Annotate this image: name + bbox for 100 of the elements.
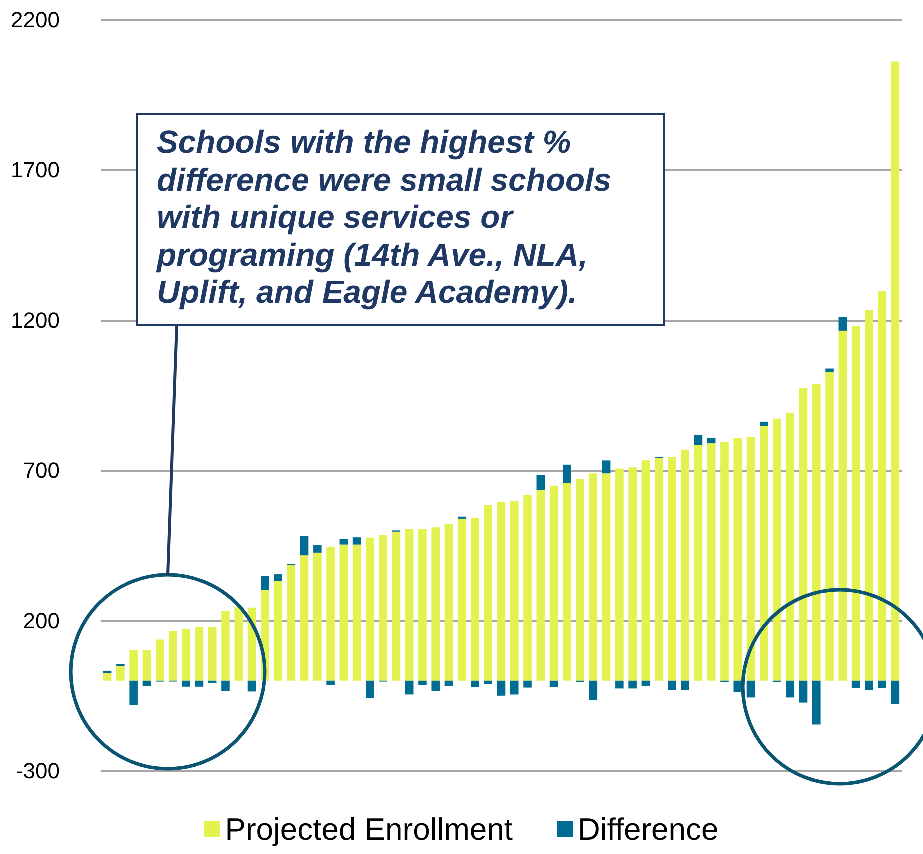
bar xyxy=(891,680,900,704)
bar xyxy=(524,680,532,688)
bar xyxy=(720,442,729,681)
bar xyxy=(616,680,624,689)
y-tick-label: 700 xyxy=(23,458,60,484)
bar xyxy=(432,528,440,681)
y-tick-label: 200 xyxy=(23,608,60,634)
bar xyxy=(707,444,716,681)
bar xyxy=(681,680,690,690)
bar xyxy=(366,538,374,681)
bar xyxy=(616,468,624,681)
bar xyxy=(103,670,112,674)
bar xyxy=(878,680,886,688)
bar xyxy=(773,418,782,681)
bar xyxy=(130,650,138,681)
bar xyxy=(642,460,650,681)
y-tick-label: 1200 xyxy=(11,308,60,333)
bar xyxy=(248,680,256,692)
bar xyxy=(352,538,362,545)
bar xyxy=(208,627,217,681)
bar xyxy=(891,62,900,681)
bar xyxy=(195,627,204,681)
bar xyxy=(826,368,834,372)
bar xyxy=(799,388,808,681)
bar xyxy=(628,680,637,689)
bar xyxy=(707,438,716,444)
bar xyxy=(510,680,519,695)
bar xyxy=(326,680,335,686)
bar xyxy=(142,680,152,686)
bar xyxy=(812,384,821,681)
bar xyxy=(760,426,768,681)
bar xyxy=(300,536,309,556)
bar xyxy=(352,544,362,681)
bar xyxy=(838,330,848,681)
y-tick-label: 1700 xyxy=(11,158,60,183)
bar xyxy=(786,680,795,698)
bar xyxy=(536,490,546,681)
bar xyxy=(694,435,703,446)
bar xyxy=(510,500,519,681)
y-tick-label: -300 xyxy=(16,758,60,784)
bar xyxy=(484,505,493,681)
bar xyxy=(668,680,676,690)
y-tick-label: 2200 xyxy=(11,8,60,32)
bar xyxy=(182,680,190,687)
bar xyxy=(642,680,650,686)
bar xyxy=(340,544,348,681)
bar xyxy=(314,545,322,553)
bar xyxy=(799,680,808,703)
bar xyxy=(234,607,244,681)
bar xyxy=(628,468,637,681)
bar xyxy=(287,565,296,681)
bar xyxy=(222,611,230,681)
bar xyxy=(524,496,532,681)
bar xyxy=(786,412,795,681)
bar xyxy=(681,450,690,681)
bar xyxy=(878,290,886,681)
bar xyxy=(826,372,834,681)
bar xyxy=(589,680,598,700)
bar xyxy=(654,458,664,681)
bar xyxy=(550,486,558,681)
bar xyxy=(589,474,598,681)
bar xyxy=(852,326,860,681)
bar xyxy=(142,650,152,681)
bar xyxy=(812,680,821,725)
bar xyxy=(392,532,401,681)
bar xyxy=(746,680,756,698)
bar xyxy=(405,529,414,681)
bar xyxy=(497,502,506,681)
bar xyxy=(471,518,480,681)
bar xyxy=(563,483,572,681)
bar xyxy=(734,680,742,692)
bar xyxy=(444,524,454,681)
bar xyxy=(182,630,190,681)
bar xyxy=(418,680,427,686)
bar xyxy=(432,680,440,692)
bar xyxy=(340,539,348,545)
bar xyxy=(550,680,558,688)
legend-label: Projected Enrollment xyxy=(225,812,514,847)
bar xyxy=(261,576,270,590)
bar xyxy=(497,680,506,696)
bar xyxy=(746,437,756,681)
bar xyxy=(103,673,112,681)
bar xyxy=(734,438,742,681)
bar xyxy=(444,680,454,686)
bar xyxy=(471,680,480,688)
bar xyxy=(418,529,427,681)
bar xyxy=(300,556,309,681)
bar xyxy=(458,518,466,681)
bar xyxy=(116,666,125,681)
bar xyxy=(865,680,874,690)
bar xyxy=(760,422,768,426)
bar xyxy=(366,680,374,698)
bar xyxy=(602,474,611,681)
bar xyxy=(668,457,676,681)
bar xyxy=(169,631,178,681)
bar xyxy=(405,680,414,695)
bar xyxy=(326,548,335,681)
bar xyxy=(314,552,322,681)
bar xyxy=(838,317,848,331)
bar xyxy=(852,680,860,688)
